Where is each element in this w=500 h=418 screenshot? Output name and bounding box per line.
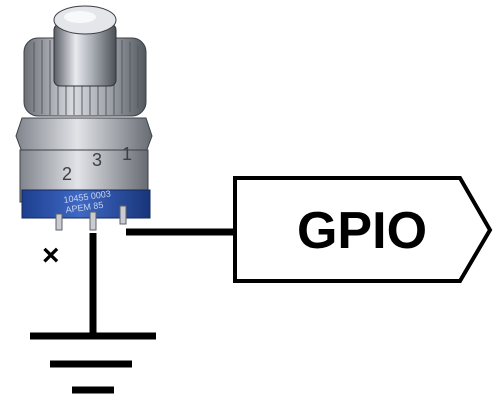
gpio-tag: GPIO [233, 176, 493, 283]
pin-number-1: 1 [122, 144, 132, 164]
metal-case: 2 3 1 [15, 117, 153, 203]
switch-base: 10455 0003 APEM 85 [21, 188, 151, 219]
pin-number-3: 3 [92, 150, 102, 170]
push-button-switch: 2 3 1 10455 0003 APEM 85 [15, 5, 153, 231]
button-cap [53, 5, 117, 87]
ground-symbol [30, 332, 156, 394]
pin-number-2: 2 [62, 164, 72, 184]
unconnected-pin-mark: × [42, 239, 60, 272]
gpio-label: GPIO [297, 202, 427, 260]
switch-pins [55, 205, 127, 231]
